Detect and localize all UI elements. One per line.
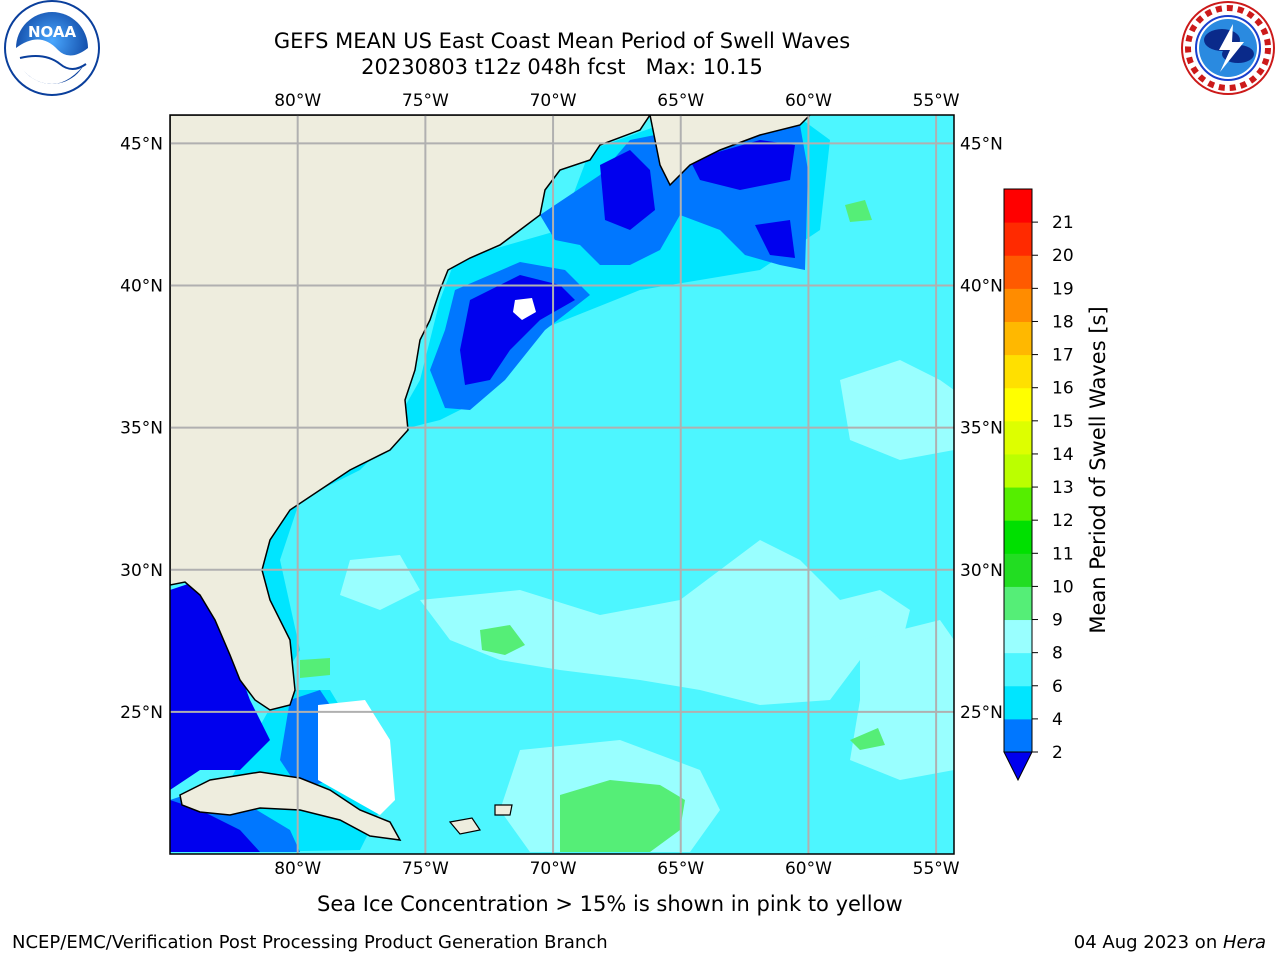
swell-zone-under-2s-maine-a bbox=[600, 150, 655, 230]
longitude-label-bottom: 65°W bbox=[657, 859, 704, 879]
footer-date-text: 04 Aug 2023 on bbox=[1073, 932, 1223, 953]
colorbar-tick-label: 20 bbox=[1052, 246, 1074, 266]
swell-zone-8-9s-central bbox=[420, 540, 910, 705]
colorbar-tick-label: 17 bbox=[1052, 346, 1074, 366]
colorbar-bin bbox=[1004, 685, 1032, 720]
swell-zone-under-2s-gulf bbox=[170, 580, 270, 790]
swell-zone-9-10s-bahamas bbox=[300, 658, 330, 678]
colorbar-bin bbox=[1004, 520, 1032, 554]
land-us-east-coast bbox=[170, 115, 651, 711]
land-island bbox=[494, 804, 513, 816]
colorbar-bin bbox=[1004, 387, 1032, 422]
colorbar-tick-label: 10 bbox=[1052, 577, 1074, 597]
longitude-label-bottom: 60°W bbox=[785, 859, 832, 879]
longitude-label-top: 55°W bbox=[913, 91, 960, 111]
colorbar-tick-label: 9 bbox=[1052, 611, 1063, 631]
longitude-label-top: 60°W bbox=[785, 91, 832, 111]
swell-zone-8-9s-carolina bbox=[340, 555, 420, 610]
map-frame bbox=[169, 114, 955, 855]
colorbar-tick-label: 19 bbox=[1052, 279, 1074, 299]
colorbar-tick-label: 15 bbox=[1052, 412, 1074, 432]
colorbar-label: Mean Period of Swell Waves [s] bbox=[1086, 306, 1110, 633]
colorbar-tick-label: 14 bbox=[1052, 445, 1074, 465]
swell-zone-under-2s-maine-c bbox=[755, 220, 795, 258]
longitude-label-top: 65°W bbox=[657, 91, 704, 111]
colorbar-bin bbox=[1004, 189, 1032, 223]
colorbar-tick-label: 11 bbox=[1052, 544, 1074, 564]
colorbar-bin bbox=[1004, 288, 1032, 322]
swell-zone-under-2s-caribbean bbox=[170, 800, 260, 852]
colorbar: 2 4 6 8 9 10 11 12 13 14 15 16 17 18 19 20 21 bbox=[1003, 188, 1074, 782]
longitude-label-bottom: 80°W bbox=[274, 859, 321, 879]
colorbar-bin bbox=[1004, 420, 1032, 455]
footer-credit: NCEP/EMC/Verification Post Processing Pr… bbox=[12, 932, 608, 953]
colorbar-tick-label: 12 bbox=[1052, 511, 1074, 531]
swell-zone-under-2s-mid-atlantic bbox=[460, 275, 575, 385]
longitude-labels-bottom: 80°W 75°W 70°W 65°W 60°W 55°W bbox=[274, 859, 960, 879]
swell-zone-8-9s-southeast bbox=[850, 620, 954, 780]
colorbar-tick-label: 4 bbox=[1052, 710, 1063, 730]
colorbar-bin bbox=[1004, 586, 1032, 621]
colorbar-bin bbox=[1004, 321, 1032, 356]
latitude-label-right: 25°N bbox=[960, 703, 1003, 723]
colorbar-bin bbox=[1004, 222, 1032, 256]
noaa-logo: NOAA bbox=[4, 0, 100, 96]
colorbar-bin bbox=[1004, 354, 1032, 389]
footer-date: 04 Aug 2023 on Hera bbox=[1074, 932, 1266, 954]
colorbar-under-arrow bbox=[1003, 751, 1033, 782]
missing-data-bahamas-bank bbox=[318, 700, 395, 815]
missing-data-offshore bbox=[513, 298, 536, 320]
colorbar-tick-label: 13 bbox=[1052, 478, 1074, 498]
colorbar-tick-label: 2 bbox=[1052, 743, 1063, 763]
colorbar-bin bbox=[1004, 652, 1032, 687]
colorbar-tick-label: 6 bbox=[1052, 677, 1063, 697]
colorbar-bin bbox=[1004, 255, 1032, 289]
latitude-label-left: 30°N bbox=[120, 561, 163, 581]
noaa-logo-text: NOAA bbox=[28, 23, 77, 41]
land-cuba bbox=[179, 771, 402, 841]
latitude-label-right: 45°N bbox=[960, 134, 1003, 154]
land-hispaniola bbox=[448, 817, 481, 835]
latitude-label-left: 45°N bbox=[120, 134, 163, 154]
latitude-label-right: 35°N bbox=[960, 419, 1003, 439]
latitude-label-right: 30°N bbox=[960, 561, 1003, 581]
colorbar-bin bbox=[1004, 487, 1032, 521]
swell-zone-9-10s-southeast bbox=[850, 728, 885, 750]
latitude-label-left: 25°N bbox=[120, 703, 163, 723]
colorbar-bin bbox=[1004, 553, 1032, 587]
colorbar-outline bbox=[1003, 188, 1033, 753]
swell-zone-8-9s-east bbox=[840, 360, 954, 460]
swell-zone-9-10s-nova-scotia bbox=[845, 200, 872, 222]
longitude-label-bottom: 75°W bbox=[402, 859, 449, 879]
swell-zone-9-10s-south bbox=[560, 780, 685, 852]
swell-zone-9-10s-central bbox=[480, 625, 525, 655]
latitude-label-left: 40°N bbox=[120, 277, 163, 297]
colorbar-tick-label: 21 bbox=[1052, 213, 1074, 233]
latitude-labels-right: 45°N 40°N 35°N 30°N 25°N bbox=[960, 134, 1003, 722]
longitude-label-top: 75°W bbox=[402, 91, 449, 111]
colorbar-tick-label: 16 bbox=[1052, 379, 1074, 399]
footer-host: Hera bbox=[1222, 932, 1266, 953]
longitude-label-top: 80°W bbox=[274, 91, 321, 111]
graticule bbox=[170, 115, 954, 854]
longitude-labels-top: 80°W 75°W 70°W 65°W 60°W 55°W bbox=[274, 91, 960, 111]
national-weather-service-logo bbox=[1181, 1, 1275, 95]
map-subtitle: 20230803 t12z 048h fcst Max: 10.15 bbox=[361, 55, 763, 79]
longitude-label-bottom: 70°W bbox=[530, 859, 577, 879]
latitude-labels-left: 45°N 40°N 35°N 30°N 25°N bbox=[120, 134, 163, 722]
land-maritime-canada bbox=[649, 115, 812, 187]
latitude-label-right: 40°N bbox=[960, 277, 1003, 297]
colorbar-bin bbox=[1004, 619, 1032, 654]
colorbar-tick-label: 8 bbox=[1052, 644, 1063, 664]
colorbar-bin bbox=[1004, 453, 1032, 488]
colorbar-bin bbox=[1004, 718, 1032, 753]
map-area bbox=[170, 115, 954, 854]
map-title: GEFS MEAN US East Coast Mean Period of S… bbox=[273, 29, 851, 53]
sea-ice-caption: Sea Ice Concentration > 15% is shown in … bbox=[317, 892, 903, 916]
colorbar-tick-label: 18 bbox=[1052, 312, 1074, 332]
longitude-label-top: 70°W bbox=[530, 91, 577, 111]
latitude-label-left: 35°N bbox=[120, 419, 163, 439]
longitude-label-bottom: 55°W bbox=[913, 859, 960, 879]
